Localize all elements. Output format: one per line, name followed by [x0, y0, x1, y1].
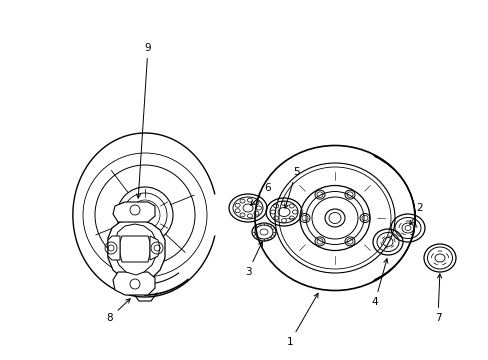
Polygon shape: [120, 236, 150, 262]
Polygon shape: [113, 272, 155, 295]
Text: 9: 9: [136, 43, 151, 198]
Text: 5: 5: [284, 167, 299, 208]
Text: 2: 2: [409, 203, 423, 225]
Text: 1: 1: [286, 293, 317, 347]
Polygon shape: [108, 236, 120, 260]
Polygon shape: [115, 224, 156, 275]
Text: 6: 6: [250, 183, 271, 205]
Polygon shape: [113, 202, 155, 222]
Text: 7: 7: [434, 274, 441, 323]
Text: 8: 8: [106, 299, 130, 323]
Text: 4: 4: [371, 259, 387, 307]
Ellipse shape: [254, 145, 414, 291]
Polygon shape: [150, 236, 160, 260]
Polygon shape: [108, 220, 164, 282]
Text: 3: 3: [244, 242, 262, 277]
